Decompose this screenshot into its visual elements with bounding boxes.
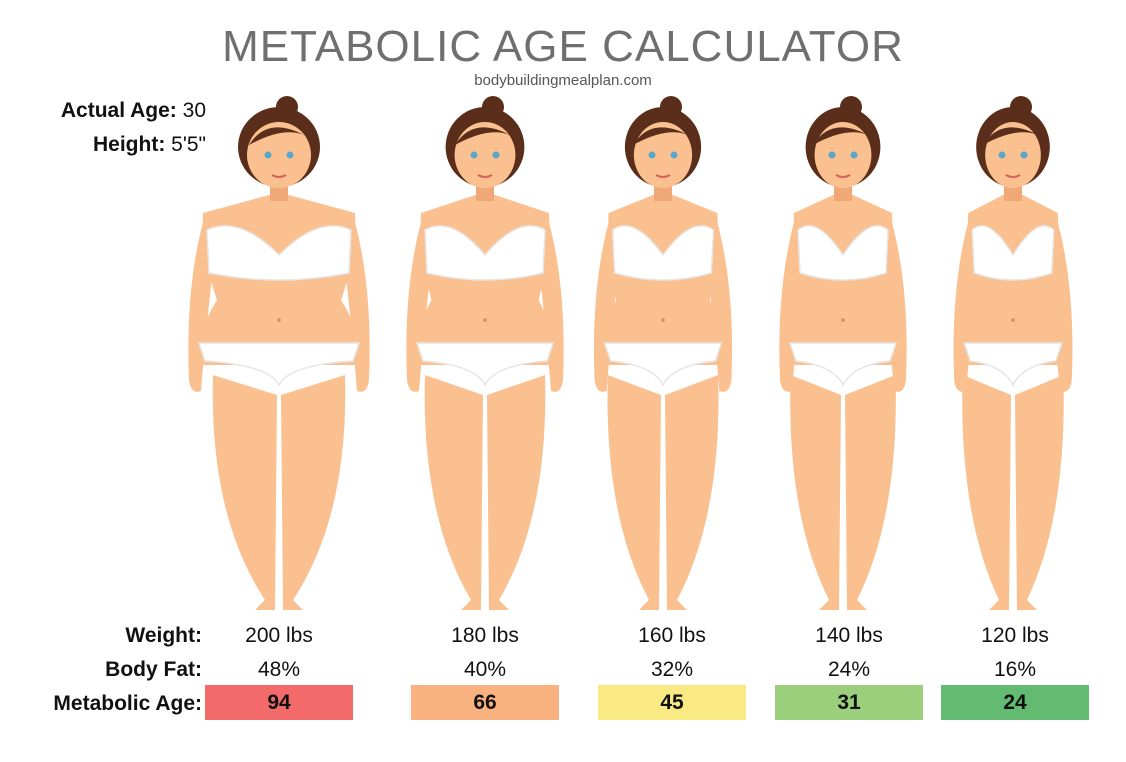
left-eye [828, 151, 836, 159]
body-fat-value: 16% [993, 658, 1037, 681]
face [814, 122, 872, 188]
body-fat-label: Body Fat: [105, 658, 202, 681]
figure-illustration [779, 96, 907, 610]
figure-2 [385, 95, 585, 620]
height-label: Height: [93, 133, 166, 156]
navel [1011, 318, 1015, 322]
face [247, 122, 311, 188]
hair-fringe [249, 127, 311, 145]
figure-illustration [593, 96, 733, 610]
right-leg [281, 375, 346, 610]
navel [661, 318, 665, 322]
metabolic-age-badge: 24 [941, 685, 1089, 720]
figure-illustration [406, 96, 564, 610]
left-leg [790, 375, 841, 610]
left-eye [998, 151, 1006, 159]
right-eye [670, 151, 678, 159]
body-fat-value: 24% [827, 658, 871, 681]
figure-4 [743, 95, 943, 620]
metabolic-age-badge: 45 [598, 685, 746, 720]
right-eye [850, 151, 858, 159]
left-eye [648, 151, 656, 159]
body-fat-value: 32% [650, 658, 694, 681]
weight-value: 140 lbs [815, 624, 883, 647]
navel [841, 318, 845, 322]
hair-fringe [983, 127, 1045, 145]
source-url: bodybuildingmealplan.com [474, 72, 652, 89]
figure-3 [563, 95, 763, 620]
metabolic-age-label: Metabolic Age: [53, 692, 202, 715]
right-leg [487, 375, 546, 610]
mouth [655, 174, 671, 178]
actual-age-label: Actual Age: [60, 99, 177, 122]
right-leg [845, 375, 896, 610]
hair-bun [276, 96, 298, 118]
briefs [963, 342, 1063, 387]
navel [483, 318, 487, 322]
metabolic-age-badge: 31 [775, 685, 923, 720]
figure-illustration [188, 96, 370, 610]
left-eye [264, 151, 272, 159]
weight-value: 200 lbs [245, 624, 313, 647]
mouth [1005, 174, 1021, 178]
briefs [603, 342, 723, 387]
height-value: 5'5" [171, 133, 206, 156]
hair-bun [840, 96, 862, 118]
mouth [835, 174, 851, 178]
hair-fringe [455, 127, 517, 145]
briefs [788, 342, 898, 387]
briefs [197, 342, 361, 387]
right-leg [665, 375, 719, 610]
actual-age-value: 30 [182, 99, 206, 122]
page-title: METABOLIC AGE CALCULATOR [222, 22, 904, 71]
hair-bun [482, 96, 504, 118]
right-leg [1015, 375, 1064, 610]
weight-value: 160 lbs [638, 624, 706, 647]
right-eye [286, 151, 294, 159]
left-leg [962, 375, 1011, 610]
bra [797, 225, 889, 281]
face [454, 122, 516, 188]
face [985, 122, 1041, 188]
left-leg [424, 375, 483, 610]
mouth [271, 174, 287, 178]
body-fat-value: 48% [257, 658, 301, 681]
navel [277, 318, 281, 322]
hair-bun [1010, 96, 1032, 118]
bra [611, 225, 715, 281]
figure-1 [179, 95, 379, 620]
right-eye [1020, 151, 1028, 159]
figure-5 [913, 95, 1113, 620]
metabolic-age-badge: 94 [205, 685, 353, 720]
right-eye [492, 151, 500, 159]
briefs [415, 342, 555, 387]
metabolic-age-badge: 66 [411, 685, 559, 720]
weight-value: 120 lbs [981, 624, 1049, 647]
left-leg [607, 375, 661, 610]
hair-bun [660, 96, 682, 118]
height: Height: 5'5" [93, 132, 206, 158]
bra [206, 225, 352, 281]
left-eye [470, 151, 478, 159]
bra [971, 225, 1055, 281]
weight-value: 180 lbs [451, 624, 519, 647]
mouth [477, 174, 493, 178]
bra [424, 225, 546, 281]
hair-fringe [813, 127, 875, 145]
left-leg [212, 375, 277, 610]
face [633, 122, 693, 188]
weight-label: Weight: [125, 624, 202, 647]
figure-illustration [953, 96, 1073, 610]
body-fat-value: 40% [463, 658, 507, 681]
actual-age: Actual Age: 30 [61, 98, 206, 124]
hair-fringe [633, 127, 695, 145]
